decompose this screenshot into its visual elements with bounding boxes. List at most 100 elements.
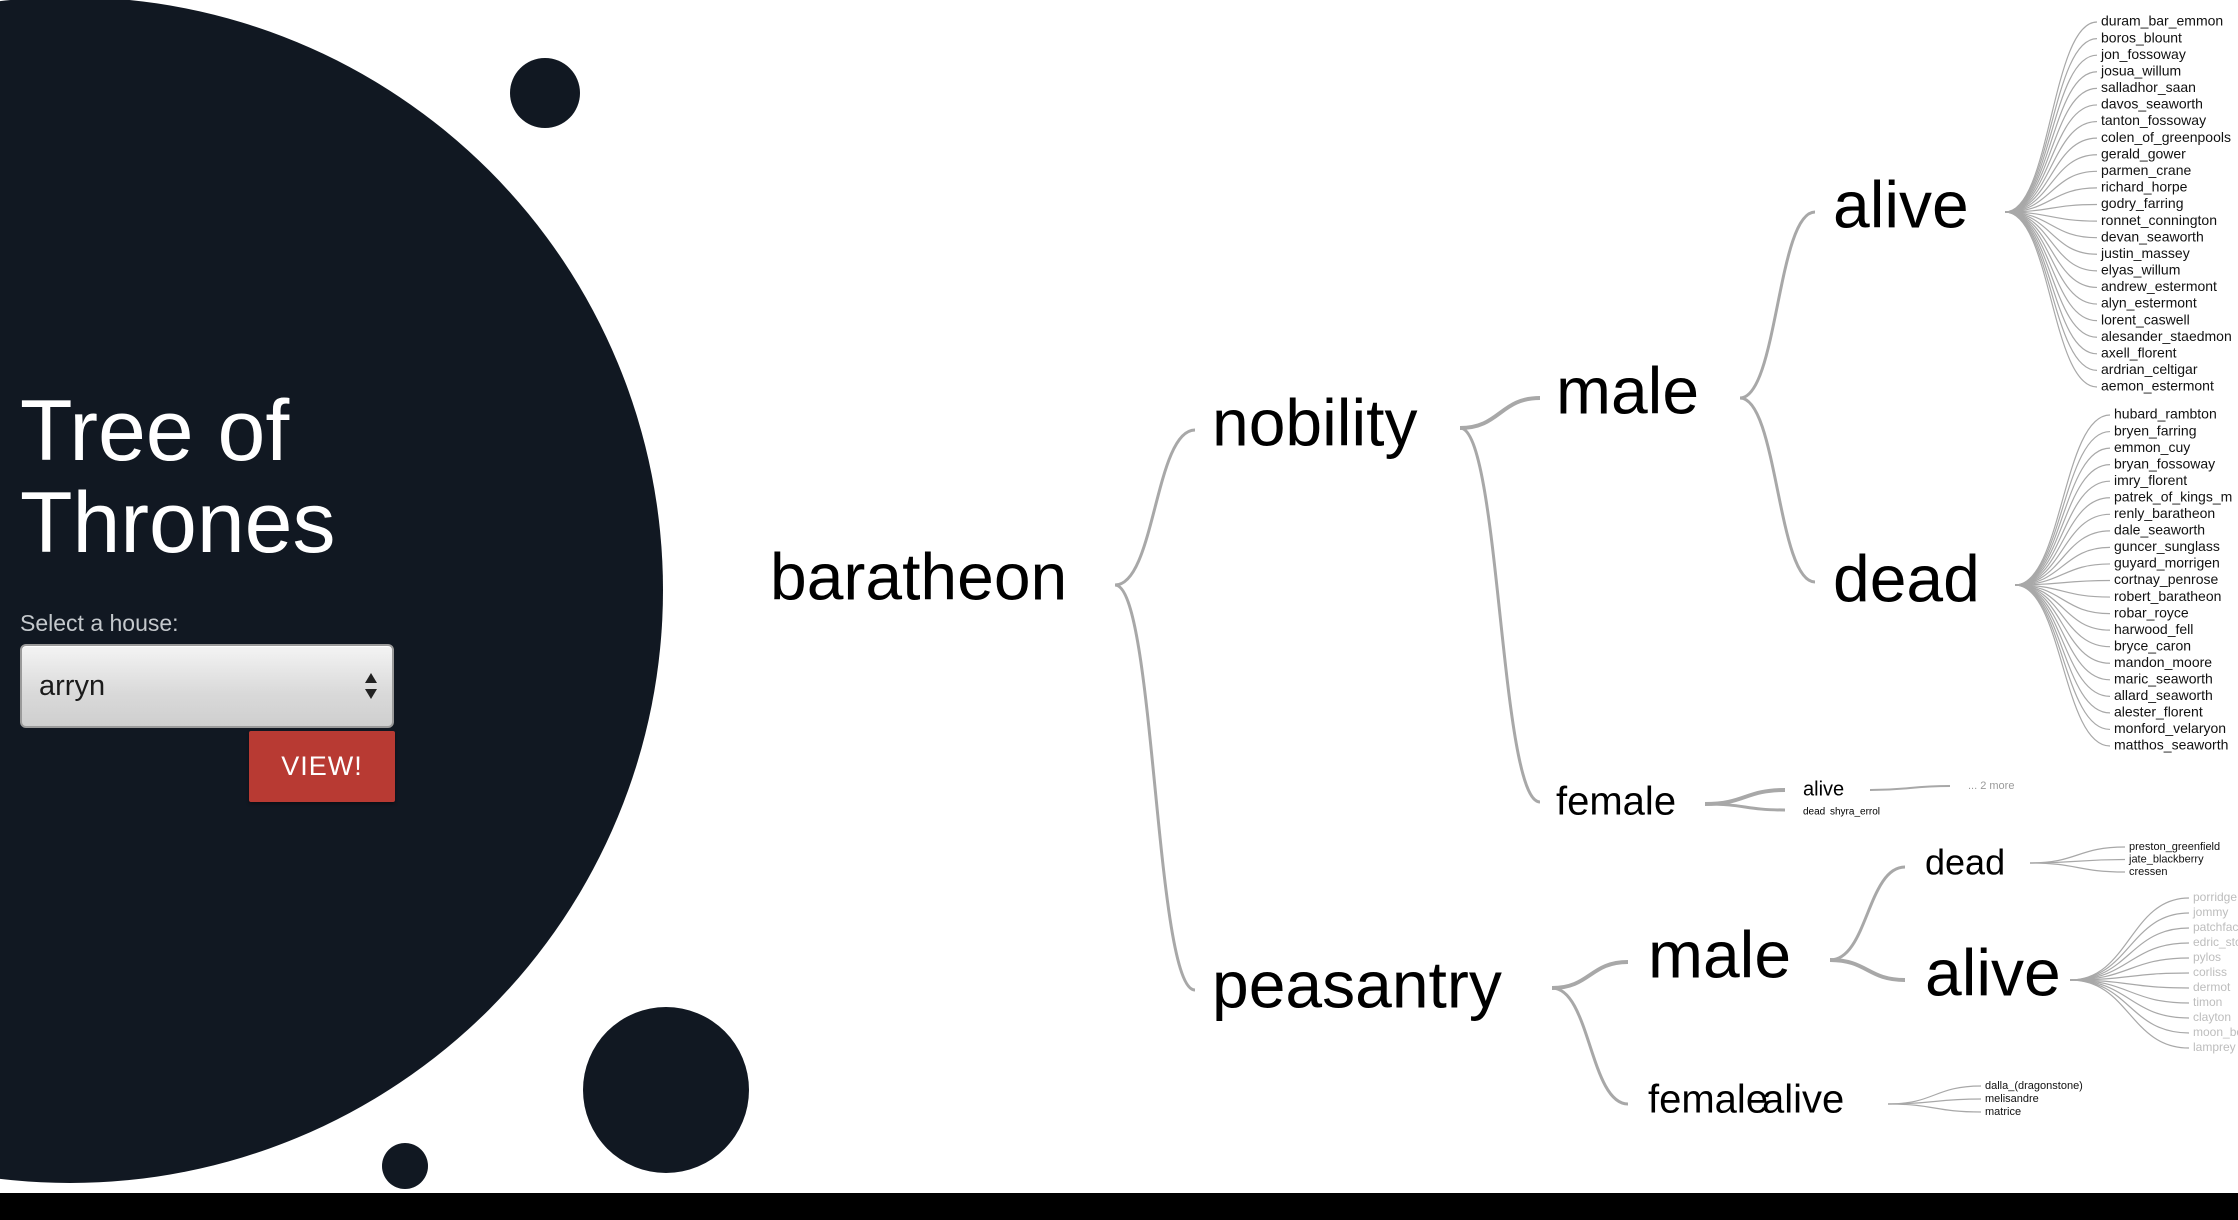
nob_male_dead-link: [2014, 414, 2111, 586]
peas_male_dead-leaf[interactable]: jate_blackberry: [2128, 853, 2204, 865]
nob_male_alive-leaf[interactable]: duram_bar_emmon: [2101, 13, 2223, 29]
node-nob-female-more[interactable]: ... 2 more: [1968, 780, 2014, 792]
peas_female_alive-leaf[interactable]: matrice: [1985, 1106, 2021, 1118]
node-peasantry-female-alive[interactable]: alive: [1762, 1078, 1844, 1122]
nob_male_alive-leaf[interactable]: boros_blount: [2101, 29, 2182, 45]
app-title: Tree of Thrones: [20, 385, 640, 569]
node-nob-female-dead-name[interactable]: shyra_errol: [1830, 807, 1880, 818]
nob_male_alive-leaf[interactable]: colen_of_greenpools: [2101, 129, 2231, 145]
node-peasantry[interactable]: peasantry: [1212, 947, 1502, 1021]
nob_male_alive-leaf[interactable]: salladhor_saan: [2101, 79, 2196, 95]
peas_female_alive-leaf[interactable]: dalla_(dragonstone): [1985, 1080, 2083, 1092]
node-nob-female-dead[interactable]: dead: [1803, 807, 1825, 818]
nob_male_dead-leaf[interactable]: allard_seaworth: [2114, 687, 2213, 703]
nob_male_dead-leaf[interactable]: alester_florent: [2114, 704, 2203, 720]
peas_male_alive-leaf[interactable]: clayton: [2193, 1010, 2231, 1024]
nob_male_dead-leaf[interactable]: dale_seaworth: [2114, 522, 2205, 538]
nob_male_dead-leaf[interactable]: monford_velaryon: [2114, 720, 2226, 736]
nob_male_dead-leaf[interactable]: maric_seaworth: [2114, 671, 2213, 687]
nob_male_dead-leaf[interactable]: emmon_cuy: [2114, 439, 2190, 455]
peas_male_alive-leaf[interactable]: lamprey: [2193, 1040, 2236, 1054]
peas_male_alive-link: [2069, 912, 2190, 981]
link-nob-female-more: [1869, 785, 1951, 791]
nob_male_alive-leaf[interactable]: gerald_gower: [2101, 145, 2186, 161]
view-button[interactable]: VIEW!: [249, 731, 395, 802]
nob_male_alive-leaf[interactable]: andrew_estermont: [2101, 278, 2217, 294]
nob_male_dead-leaf[interactable]: bryen_farring: [2114, 422, 2197, 438]
large-dark-circle: [0, 0, 663, 1183]
nob_male_alive-leaf[interactable]: devan_seaworth: [2101, 228, 2204, 244]
nob_male_alive-leaf[interactable]: ardrian_celtigar: [2101, 361, 2198, 377]
nob_male_dead-link: [2014, 530, 2111, 586]
peas_male_dead-link: [2029, 858, 2126, 864]
nob_male_alive-leaf[interactable]: axell_florent: [2101, 345, 2177, 361]
nob_male_dead-leaf[interactable]: mandon_moore: [2114, 654, 2212, 670]
peas_male_alive-leaf[interactable]: porridge: [2193, 890, 2237, 904]
nob_male_dead-leaf[interactable]: harwood_fell: [2114, 621, 2193, 637]
link-peasantry-male: [1551, 960, 1629, 990]
link-peas-male-alive: [1829, 958, 1906, 982]
nob_male_alive-leaf[interactable]: parmen_crane: [2101, 162, 2191, 178]
nob_male_alive-leaf[interactable]: alesander_staedmon: [2101, 328, 2232, 344]
node-peas-male-alive[interactable]: alive: [1925, 935, 2061, 1009]
nob_male_dead-leaf[interactable]: robar_royce: [2114, 604, 2189, 620]
nob_male_dead-leaf[interactable]: hubard_rambton: [2114, 406, 2217, 422]
nob_male_alive-leaf[interactable]: alyn_estermont: [2101, 295, 2197, 311]
nob_male_dead-leaf[interactable]: cortnay_penrose: [2114, 571, 2219, 587]
peas_male_alive-leaf[interactable]: edric_storm: [2193, 935, 2238, 949]
peas_female_alive-leaf[interactable]: melisandre: [1985, 1093, 2039, 1105]
peas_male_alive-link: [2069, 972, 2190, 981]
nob_male_dead-leaf[interactable]: guyard_morrigen: [2114, 555, 2220, 571]
nob_male_alive-link: [2004, 211, 2098, 372]
nob_male_alive-leaf[interactable]: justin_massey: [2100, 245, 2190, 261]
nob_male_dead-leaf[interactable]: robert_baratheon: [2114, 588, 2221, 604]
link-nob-male-dead: [1739, 396, 1816, 584]
nob_male_dead-link: [2014, 584, 2111, 714]
nob_male_dead-leaf[interactable]: patrek_of_kings_m: [2114, 488, 2232, 504]
peas_male_alive-leaf[interactable]: pylos: [2193, 950, 2221, 964]
node-nobility-male[interactable]: male: [1556, 353, 1699, 427]
nob_male_dead-leaf[interactable]: bryce_caron: [2114, 637, 2191, 653]
nob_male_alive-leaf[interactable]: lorent_caswell: [2101, 311, 2190, 327]
nob_male_alive-leaf[interactable]: davos_seaworth: [2101, 96, 2203, 112]
house-select[interactable]: arryn: [20, 644, 394, 728]
nob_male_alive-link: [2004, 37, 2098, 213]
node-peasantry-male[interactable]: male: [1648, 917, 1791, 991]
nob_male_dead-leaf[interactable]: bryan_fossoway: [2114, 455, 2215, 471]
node-nobility-female[interactable]: female: [1556, 780, 1676, 824]
nob_male_alive-leaf[interactable]: jon_fossoway: [2100, 46, 2186, 62]
node-nobility[interactable]: nobility: [1212, 385, 1417, 459]
peas_male_alive-leaf[interactable]: jommy: [2192, 905, 2228, 919]
node-baratheon[interactable]: baratheon: [770, 539, 1067, 613]
nob_male_alive-leaf[interactable]: elyas_willum: [2101, 262, 2180, 278]
link-peas-male-dead: [1829, 865, 1906, 962]
link-peasantry-female: [1551, 986, 1629, 1106]
nob_male_dead-leaf[interactable]: renly_baratheon: [2114, 505, 2215, 521]
node-nob-male-alive[interactable]: alive: [1833, 167, 1969, 241]
nob_male_alive-leaf[interactable]: aemon_estermont: [2101, 378, 2214, 394]
nob_male_alive-leaf[interactable]: richard_horpe: [2101, 179, 2188, 195]
nob_male_alive-leaf[interactable]: tanton_fossoway: [2101, 112, 2206, 128]
nob_male_dead-leaf[interactable]: matthos_seaworth: [2114, 737, 2228, 753]
peas_male_dead-leaf[interactable]: preston_greenfield: [2129, 841, 2220, 853]
node-peas-male-dead[interactable]: dead: [1925, 842, 2005, 883]
peas_male_dead-leaf[interactable]: cressen: [2129, 866, 2168, 878]
peas_male_alive-leaf[interactable]: dermot: [2193, 980, 2231, 994]
nob_male_dead-leaf[interactable]: guncer_sunglass: [2114, 538, 2220, 554]
nob_male_alive-leaf[interactable]: josua_willum: [2100, 62, 2181, 78]
nob_male_dead-link: [2014, 513, 2111, 586]
nob_male_dead-link: [2014, 546, 2111, 586]
peas_male_alive-leaf[interactable]: moon_boy: [2193, 1025, 2238, 1039]
peas_male_alive-link: [2069, 979, 2190, 1019]
node-nob-male-dead[interactable]: dead: [1833, 541, 1980, 615]
node-peasantry-female[interactable]: female: [1648, 1078, 1768, 1122]
peas_male_alive-leaf[interactable]: corliss: [2193, 965, 2227, 979]
peas_male_alive-leaf[interactable]: timon: [2193, 995, 2222, 1009]
peas_male_alive-link: [2069, 942, 2190, 981]
nob_male_alive-leaf[interactable]: ronnet_connington: [2101, 212, 2217, 228]
node-nob-female-alive[interactable]: alive: [1803, 778, 1844, 800]
nob_male_alive-leaf[interactable]: godry_farring: [2101, 195, 2184, 211]
nob_male_dead-leaf[interactable]: imry_florent: [2114, 472, 2187, 488]
